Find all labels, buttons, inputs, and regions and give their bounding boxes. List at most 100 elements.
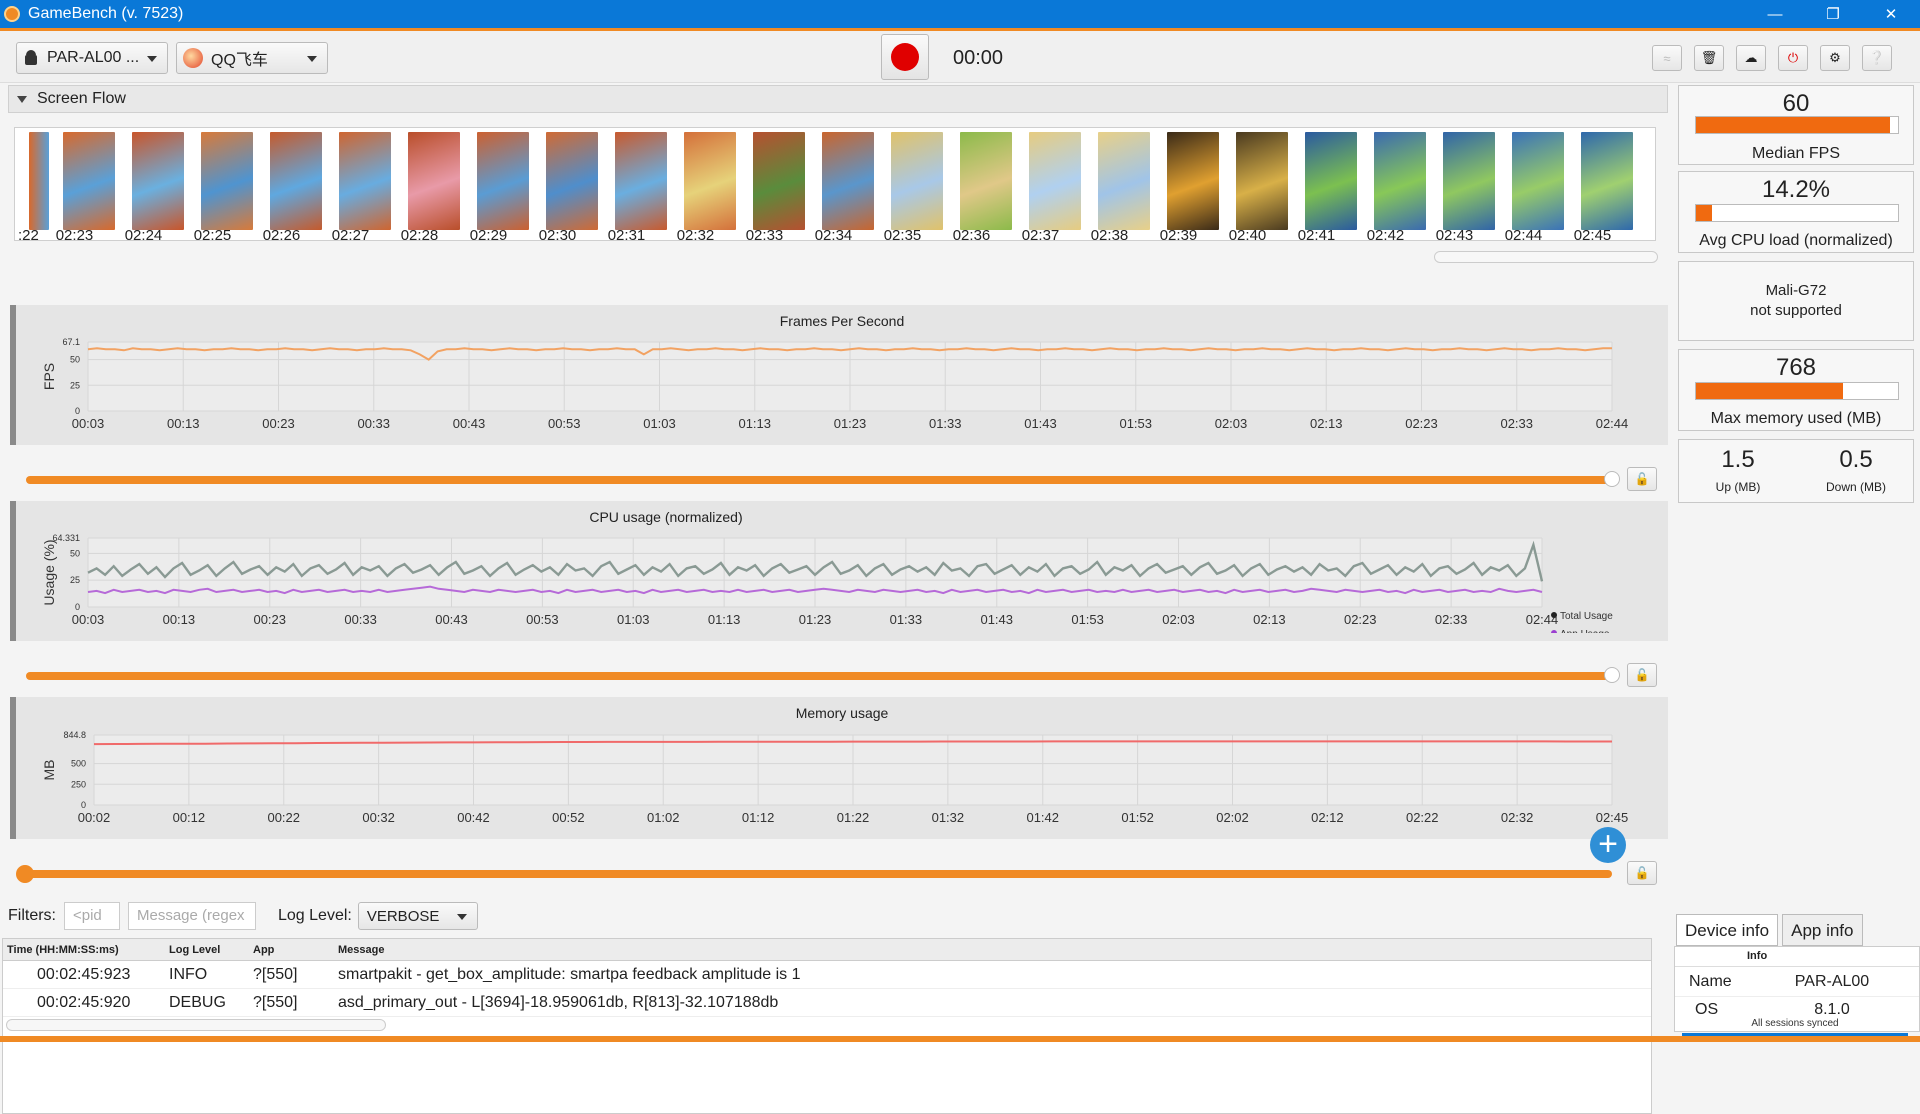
x-tick-label: 02:23: [1344, 612, 1377, 627]
screen-thumbnail[interactable]: [63, 132, 115, 230]
screen-thumbnail[interactable]: [1512, 132, 1564, 230]
fps-stat-card: 60 Median FPS: [1678, 85, 1914, 165]
gpu-stat-card: Mali-G72 not supported: [1678, 261, 1914, 341]
fps-chart-title: Frames Per Second: [779, 313, 905, 329]
log-level: INFO: [169, 965, 208, 983]
screen-flow-strip[interactable]: [14, 127, 1656, 241]
add-marker-icon[interactable]: +: [1590, 827, 1626, 863]
screen-thumbnail[interactable]: [615, 132, 667, 230]
tab-app-info[interactable]: App info: [1782, 914, 1863, 946]
cpu-range-slider[interactable]: [26, 667, 1620, 683]
screen-flow-scrollbar[interactable]: [1434, 251, 1658, 263]
x-tick-label: 00:43: [453, 416, 486, 431]
series-line: [87, 540, 1544, 582]
power-button[interactable]: ⏻: [1778, 45, 1808, 71]
window-title: GameBench (v. 7523): [28, 5, 184, 22]
y-tick-label: 0: [75, 406, 80, 416]
cpu-panel: CPU usage (normalized) 00:03 00:13 00:23 00…: [10, 501, 1668, 641]
record-button[interactable]: [881, 34, 929, 80]
x-tick-label: 00:32: [362, 810, 395, 825]
log-time: 00:02:45:920: [37, 993, 131, 1011]
cloud-upload-icon: ☁: [1744, 50, 1758, 65]
info-key: Name: [1689, 972, 1732, 990]
app-icon: [183, 48, 203, 68]
cpu-lock-button[interactable]: 🔓: [1627, 663, 1657, 687]
thumb-time: :22: [18, 227, 39, 244]
fps-lock-button[interactable]: 🔓: [1627, 467, 1657, 491]
screen-thumbnail[interactable]: [1098, 132, 1150, 230]
thumb-time: 02:43: [1435, 227, 1474, 244]
screen-thumbnail[interactable]: [408, 132, 460, 230]
slider-handle[interactable]: [1604, 667, 1620, 683]
wifi-button[interactable]: ≈: [1652, 45, 1682, 71]
help-button[interactable]: ❔: [1862, 45, 1892, 71]
log-row[interactable]: 00:02:45:923 INFO ?[550] smartpakit - ge…: [3, 961, 1651, 989]
x-tick-label: 00:03: [72, 612, 105, 627]
settings-button[interactable]: ⚙: [1820, 45, 1850, 71]
screen-thumbnail[interactable]: [1029, 132, 1081, 230]
screen-flow-title: Screen Flow: [37, 90, 126, 107]
restore-button[interactable]: ❐: [1826, 6, 1840, 23]
slider-handle[interactable]: [16, 865, 34, 883]
tab-device-info[interactable]: Device info: [1676, 914, 1779, 946]
minimize-button[interactable]: —: [1767, 5, 1783, 23]
avg-cpu-value: 14.2%: [1761, 176, 1831, 203]
x-tick-label: 01:33: [890, 612, 923, 627]
screen-thumbnail[interactable]: [132, 132, 184, 230]
x-tick-label: 02:02: [1216, 810, 1249, 825]
screen-thumbnail[interactable]: [1581, 132, 1633, 230]
android-icon: [23, 50, 39, 66]
slider-handle[interactable]: [1604, 471, 1620, 487]
thumb-time: 02:30: [538, 227, 577, 244]
download-label: Down (MB): [1825, 480, 1886, 494]
screen-thumbnail[interactable]: [1167, 132, 1219, 230]
memory-bar-fill: [1696, 383, 1844, 399]
col-message[interactable]: Message: [338, 943, 385, 956]
screen-thumbnail[interactable]: [1305, 132, 1357, 230]
log-row[interactable]: 00:02:45:920 DEBUG ?[550] asd_primary_ou…: [3, 989, 1651, 1017]
delete-button[interactable]: 🗑: [1694, 45, 1724, 71]
screen-thumbnail[interactable]: [684, 132, 736, 230]
device-selector[interactable]: PAR-AL00 ...: [16, 42, 168, 74]
log-level-select[interactable]: VERBOSE: [357, 902, 478, 930]
thumb-time: 02:26: [262, 227, 301, 244]
memory-range-slider[interactable]: [16, 865, 1612, 883]
screen-thumbnail[interactable]: [1374, 132, 1426, 230]
screen-thumbnail[interactable]: [339, 132, 391, 230]
series-line: [93, 740, 1612, 746]
device-info-table: Info Name PAR-AL00 OS 8.1.0: [1674, 946, 1920, 1032]
screen-thumbnail[interactable]: [477, 132, 529, 230]
power-icon: ⏻: [1787, 50, 1799, 65]
log-table[interactable]: Time (HH:MM:SS:ms) Log Level App Message…: [2, 938, 1652, 1114]
screen-thumbnail[interactable]: [960, 132, 1012, 230]
screen-thumbnail[interactable]: [753, 132, 805, 230]
screen-thumbnail[interactable]: [1236, 132, 1288, 230]
fps-bar: [1695, 116, 1899, 134]
message-filter-input[interactable]: Message (regex: [128, 902, 256, 930]
col-app[interactable]: App: [253, 943, 275, 956]
screen-thumbnail[interactable]: [1443, 132, 1495, 230]
x-tick-label: 02:45: [1596, 810, 1629, 825]
screen-thumbnail[interactable]: [822, 132, 874, 230]
screen-thumbnail[interactable]: [29, 132, 49, 230]
x-tick-label: 02:13: [1253, 612, 1286, 627]
screen-flow-header[interactable]: Screen Flow: [8, 85, 1668, 113]
screen-thumbnail[interactable]: [891, 132, 943, 230]
x-tick-label: 00:12: [173, 810, 206, 825]
chevron-down-icon: [456, 914, 467, 920]
gpu-status: not supported: [1750, 302, 1842, 319]
memory-lock-button[interactable]: 🔓: [1627, 861, 1657, 885]
col-level[interactable]: Log Level: [169, 943, 221, 956]
upload-button[interactable]: ☁: [1736, 45, 1766, 71]
col-time[interactable]: Time (HH:MM:SS:ms): [7, 943, 119, 956]
pid-filter-input[interactable]: <pid: [64, 902, 120, 930]
close-button[interactable]: ✕: [1884, 6, 1898, 23]
screen-thumbnail[interactable]: [546, 132, 598, 230]
app-selector[interactable]: QQ飞车: [176, 42, 328, 74]
screen-thumbnail[interactable]: [201, 132, 253, 230]
screen-thumbnail[interactable]: [270, 132, 322, 230]
x-tick-label: 00:33: [357, 416, 390, 431]
thumb-time: 02:37: [1021, 227, 1060, 244]
fps-range-slider[interactable]: [26, 471, 1620, 487]
log-horizontal-scrollbar[interactable]: [6, 1019, 386, 1031]
